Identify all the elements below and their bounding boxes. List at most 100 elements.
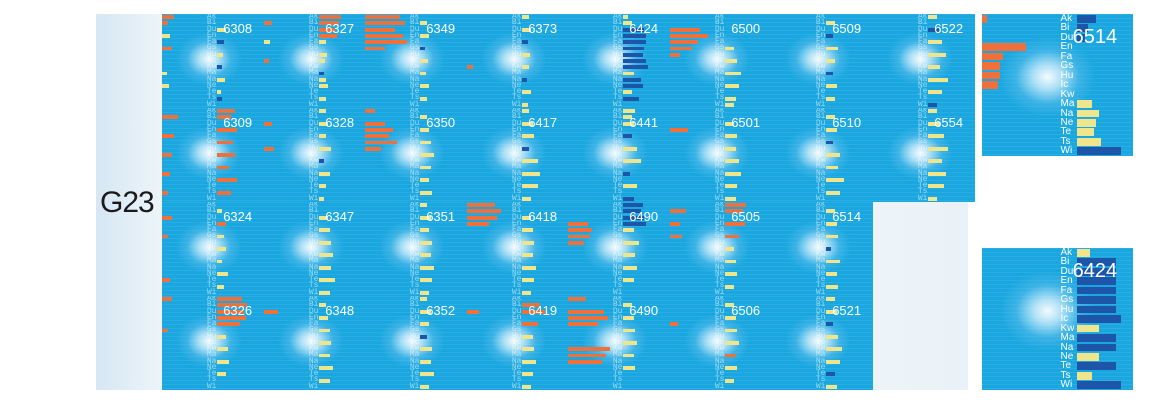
profile-bar	[522, 184, 538, 188]
row-key-labels: Ak Bi Du En Fa Gs Hu Ic Kw Ma Na Ne Te Ts Wi	[309, 202, 319, 296]
profile-bar	[725, 72, 741, 76]
profile-bar	[522, 360, 536, 364]
profile-bar	[162, 172, 170, 176]
profile-bar	[420, 297, 427, 301]
profile-bar	[670, 209, 686, 213]
profile-bar	[623, 134, 632, 138]
sample-id: 6501	[731, 115, 760, 130]
sample-id: 6554	[934, 115, 963, 130]
profile-bar	[420, 347, 433, 351]
profile-bar	[982, 62, 1000, 70]
profile-bar	[162, 84, 169, 88]
profile-bar	[623, 278, 634, 282]
profile-bar	[826, 235, 839, 239]
profile-bar	[420, 203, 427, 207]
profile-bar	[826, 322, 833, 326]
profile-bar	[725, 260, 736, 264]
row-key-labels: Ak Bi Du En Fa Gs Hu Ic Kw Ma Na Ne Te Ts Wi	[207, 14, 217, 108]
profile-bar	[420, 322, 429, 326]
profile-bar	[162, 216, 172, 220]
profile-bar	[826, 372, 835, 376]
profile-bar	[162, 47, 172, 51]
profile-bar	[365, 28, 395, 32]
sample-id: 6309	[223, 115, 252, 130]
profile-bar	[928, 103, 937, 107]
profile-bar	[1077, 334, 1117, 342]
profile-bar	[420, 266, 434, 270]
sample-tile-6328: Ak Bi Du En Fa Gs Hu Ic Kw Ma Na Ne Te Ts Wi 6328	[264, 108, 366, 202]
profile-bar	[162, 235, 168, 239]
sample-id: 6510	[832, 115, 861, 130]
sample-tile-6500: Ak Bi Du En Fa Gs Hu Ic Kw Ma Na Ne Te Ts Wi 6500	[670, 14, 772, 108]
profile-bar	[826, 191, 840, 195]
profile-bar	[623, 366, 636, 370]
profile-bar	[319, 278, 335, 282]
row-key-labels: Ak Bi Du En Fa Gs Hu Ic Kw Ma Na Ne Te Ts Wi	[918, 14, 928, 108]
profile-bar	[522, 322, 538, 326]
profile-bar	[1077, 325, 1099, 333]
sample-id: 6424	[1073, 260, 1118, 283]
profile-bar	[725, 184, 738, 188]
profile-bar	[623, 59, 646, 63]
row-key: Wi	[309, 384, 319, 390]
profile-bar	[1077, 138, 1101, 146]
profile-bar	[982, 53, 1003, 61]
sample-tile-6424: Ak Bi Du En Fa Gs Hu Ic Kw Ma Na Ne Te Ts Wi 6424	[568, 14, 670, 108]
profile-bar	[217, 97, 222, 101]
sample-id: 6509	[832, 21, 861, 36]
sample-tile-6309: Ak Bi Du En Fa Gs Hu Ic Kw Ma Na Ne Te Ts Wi 6309	[162, 108, 264, 202]
profile-bar	[319, 53, 327, 57]
sample-id: 6424	[629, 21, 658, 36]
profile-bar	[522, 253, 533, 257]
profile-bar	[826, 272, 837, 276]
profile-bar	[319, 59, 325, 63]
profile-bar	[162, 21, 168, 25]
profile-bar	[826, 347, 842, 351]
profile-bar	[826, 360, 840, 364]
profile-bar	[928, 65, 941, 69]
profile-bar	[420, 84, 429, 88]
sample-id: 6514	[1073, 26, 1118, 49]
sample-tile-6514: Ak Bi Du En Fa Gs Hu Ic Kw Ma Na Ne Te Ts Wi 6514	[771, 202, 873, 296]
profile-bar	[982, 72, 1000, 80]
profile-bar	[217, 78, 225, 82]
profile-bar	[522, 347, 535, 351]
profile-bar	[217, 153, 235, 157]
row-key-labels: Ak Bi Du En Fa Gs Hu Ic Kw Ma Na Ne Te Ts Wi	[715, 296, 725, 390]
row-key-labels: Ak Bi Du En Fa Gs Hu Ic Kw Ma Na Ne Te Ts Wi	[816, 296, 826, 390]
sample-id: 6351	[426, 209, 455, 224]
group-label: G23	[100, 186, 154, 220]
profile-bar	[725, 84, 739, 88]
profile-bar	[725, 203, 747, 207]
profile-bar	[725, 247, 734, 251]
profile-bar	[420, 59, 428, 63]
profile-bar	[623, 228, 634, 232]
profile-bar	[568, 354, 606, 358]
profile-bar	[217, 347, 228, 351]
profile-bar	[623, 253, 636, 257]
profile-bar	[319, 15, 342, 19]
row-key-labels: Ak Bi Du En Fa Gs Hu Ic Kw Ma Na Ne Te Ts Wi	[613, 296, 623, 390]
profile-bar	[522, 172, 540, 176]
sample-id: 6418	[528, 209, 557, 224]
profile-bar	[928, 134, 944, 138]
profile-bar	[319, 78, 326, 82]
profile-bar	[725, 134, 738, 138]
row-key: Wi	[1061, 146, 1075, 155]
profile-bar	[725, 47, 734, 51]
profile-bar	[319, 291, 330, 295]
sample-tile-6349: Ak Bi Du En Fa Gs Hu Ic Kw Ma Na Ne Te Ts Wi 6349	[365, 14, 467, 108]
profile-bar	[568, 347, 610, 351]
profile-bar	[670, 53, 680, 57]
profile-bar	[568, 310, 604, 314]
profile-bar	[568, 235, 590, 239]
sample-id: 6441	[629, 115, 658, 130]
row-key: Wi	[207, 384, 217, 390]
profile-bar	[162, 153, 172, 157]
profile-bar	[826, 178, 844, 182]
profile-bar	[1077, 296, 1117, 304]
profile-bar	[623, 40, 646, 44]
profile-bar	[928, 90, 942, 94]
profile-bar	[982, 43, 1026, 51]
profile-bar	[365, 128, 393, 132]
